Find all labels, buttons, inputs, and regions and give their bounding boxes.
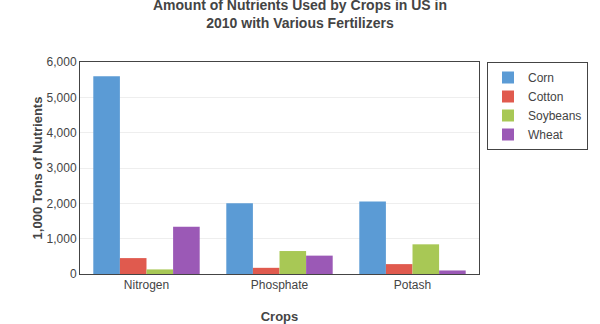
svg-text:Potash: Potash <box>394 278 431 292</box>
svg-text:3,000: 3,000 <box>47 161 77 175</box>
svg-text:1,000 Tons of Nutrients: 1,000 Tons of Nutrients <box>30 97 45 240</box>
svg-text:Cotton: Cotton <box>528 90 563 104</box>
svg-text:5,000: 5,000 <box>47 91 77 105</box>
svg-text:Wheat: Wheat <box>528 128 563 142</box>
svg-text:2,000: 2,000 <box>47 197 77 211</box>
svg-text:6,000: 6,000 <box>47 55 77 69</box>
svg-text:1,000: 1,000 <box>47 232 77 246</box>
svg-text:Corn: Corn <box>528 71 554 85</box>
svg-text:4,000: 4,000 <box>47 126 77 140</box>
svg-text:Nitrogen: Nitrogen <box>124 278 169 292</box>
svg-text:Soybeans: Soybeans <box>528 109 581 123</box>
svg-text:Amount of Nutrients Used by Cr: Amount of Nutrients Used by Crops in US … <box>153 0 447 31</box>
svg-text:Crops: Crops <box>261 309 299 324</box>
svg-text:Phosphate: Phosphate <box>251 278 309 292</box>
svg-text:0: 0 <box>70 267 77 281</box>
